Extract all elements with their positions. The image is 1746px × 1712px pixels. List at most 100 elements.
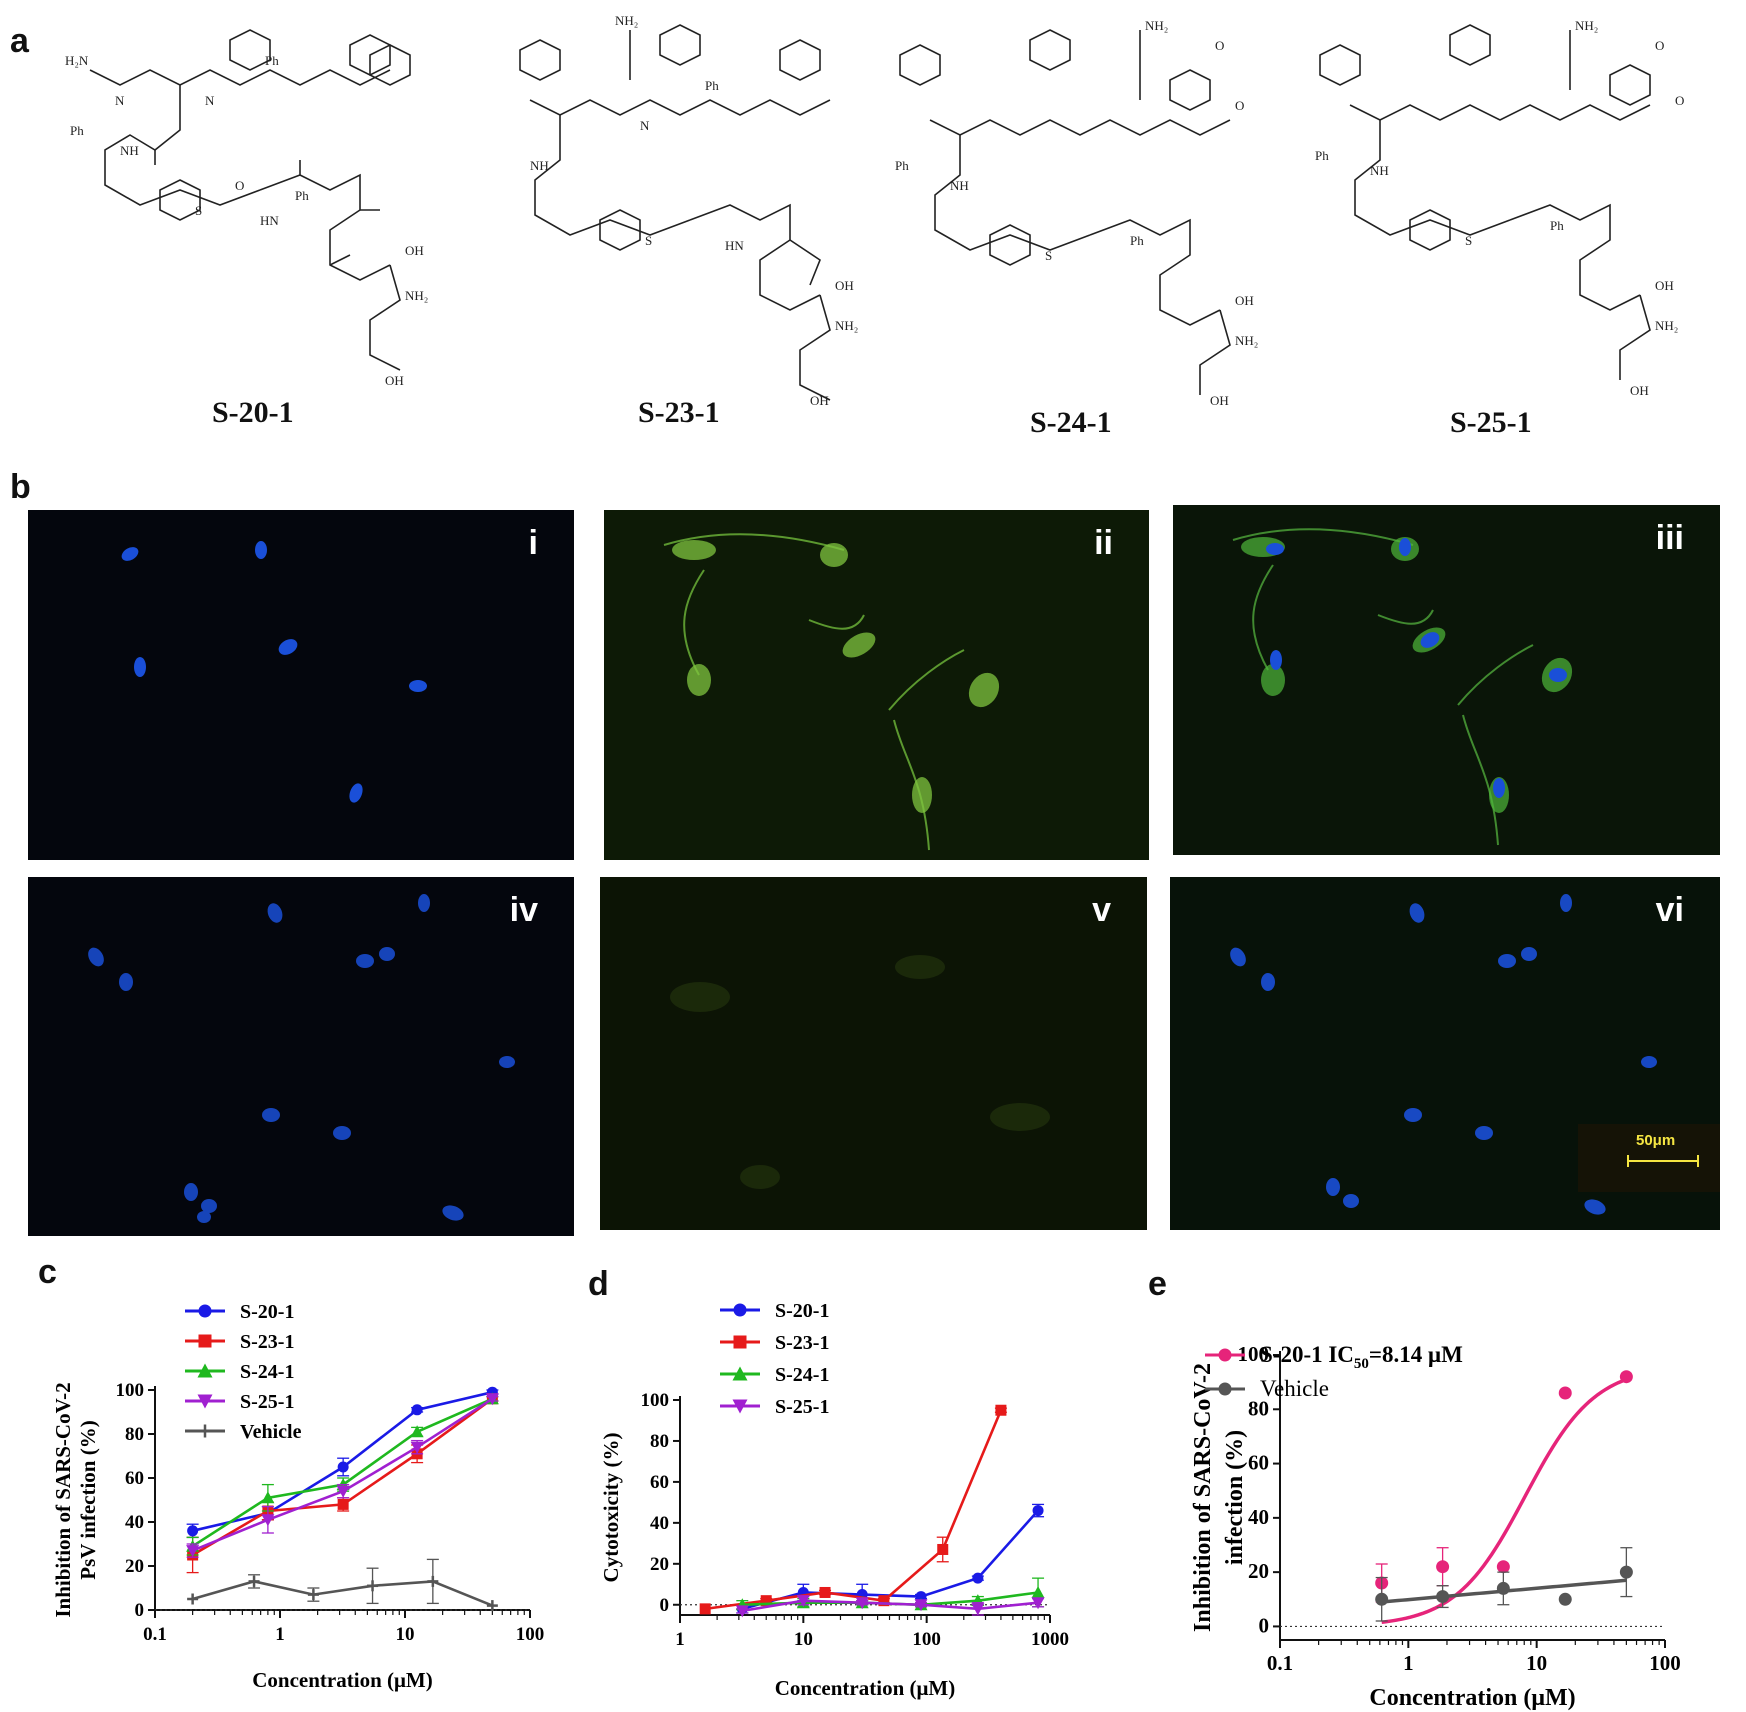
series-s-20-1: [186, 1386, 499, 1539]
y-axis-title: PsV infection (%): [76, 1420, 100, 1579]
micrograph-label-ii: ii: [1094, 524, 1113, 562]
atom-label: NH₂: [405, 288, 428, 303]
data-point: [1558, 1386, 1572, 1400]
x-axis-title: Concentration (μM): [775, 1676, 955, 1700]
data-point: [187, 1525, 199, 1537]
micrograph-v: v: [600, 877, 1147, 1230]
legend-marker: [1218, 1348, 1232, 1362]
x-tick-label: 10: [794, 1629, 813, 1650]
legend-label: S-20-1: [240, 1301, 294, 1323]
legend-label: S-25-1: [775, 1396, 829, 1418]
ic50-subscript: 50: [1354, 1356, 1369, 1372]
scale-bar-box: 50μm: [1578, 1124, 1720, 1192]
legend-label: S-24-1: [240, 1361, 294, 1383]
data-point: [1496, 1560, 1510, 1574]
atom-label: NH₂: [615, 13, 638, 28]
legend-marker: [733, 1335, 747, 1349]
structure-s-25-1: NH₂ O O Ph NH S Ph OH NH₂ OH: [1315, 18, 1684, 398]
y-axis-title: Inhibition of SARS-CoV-2: [1190, 1363, 1216, 1632]
x-tick-label: 10: [1526, 1651, 1547, 1675]
data-point: [410, 1441, 424, 1454]
y-tick-label: 0: [660, 1595, 670, 1616]
atom-label: NH: [120, 143, 139, 158]
y-tick-label: 20: [650, 1554, 669, 1575]
atom-label: O: [1215, 38, 1224, 53]
data-point: [855, 1597, 869, 1610]
data-point: [1496, 1581, 1510, 1595]
atom-label: S: [1465, 233, 1472, 248]
x-tick-label: 100: [516, 1624, 545, 1645]
legend-label: S-24-1: [775, 1364, 829, 1386]
structure-s-24-1: NH₂ O O Ph NH S Ph OH NH₂ OH: [895, 18, 1258, 408]
cells-layer: [663, 533, 1000, 851]
legend-marker: [197, 1394, 213, 1409]
data-point: [735, 1605, 749, 1618]
y-tick-label: 20: [1248, 1559, 1269, 1583]
atom-label: Ph: [70, 123, 84, 138]
data-point: [937, 1543, 949, 1555]
data-point: [878, 1595, 890, 1607]
x-tick-label: 0.1: [143, 1624, 167, 1645]
atom-label: NH₂: [1145, 18, 1168, 33]
ic50-value: =8.14 μM: [1369, 1342, 1463, 1367]
atom-label: NH: [530, 158, 549, 173]
atom-label: N: [640, 118, 650, 133]
nuclei-layer: [88, 894, 515, 1223]
micrograph-i: i: [28, 510, 574, 860]
x-tick-label: 0.1: [1267, 1651, 1293, 1675]
legend-item-s-24-1: S-24-1: [185, 1361, 294, 1383]
data-point: [972, 1572, 984, 1584]
legend-marker: [197, 1363, 213, 1378]
atom-label: H₂N: [65, 53, 89, 68]
legend-label: S-20-1: [775, 1300, 829, 1322]
data-point: [248, 1575, 260, 1587]
atom-label: NH: [950, 178, 969, 193]
atom-label: NH₂: [835, 318, 858, 333]
micrograph-vi: vi 50μm: [1170, 877, 1720, 1230]
merged-layer: [1232, 528, 1573, 846]
atom-label: OH: [1210, 393, 1229, 408]
atom-label: N: [205, 93, 215, 108]
atom-label: NH₂: [1575, 18, 1598, 33]
panel-letter-d: d: [588, 1265, 609, 1303]
legend-item-s-23-1: S-23-1: [720, 1332, 829, 1354]
x-tick-label: 1000: [1031, 1629, 1069, 1650]
chart-d: 0 20 40 60 80 100 1 10 100 1000 Concentration (μM)…: [599, 1300, 1069, 1700]
panel-letter-b: b: [10, 468, 31, 506]
data-point: [1032, 1505, 1044, 1517]
atom-label: S: [1045, 248, 1052, 263]
atom-label: O: [1655, 38, 1664, 53]
structure-s-20-1: H₂N N N Ph Ph NH S O Ph HN OH NH₂ OH: [65, 29, 428, 388]
atom-label: HN: [725, 238, 744, 253]
legend-marker: [733, 1303, 747, 1317]
atom-label: Ph: [705, 78, 719, 93]
y-tick-label: 80: [650, 1431, 669, 1452]
y-axis-title: Cytotoxicity (%): [599, 1433, 623, 1583]
x-axis-title: Concentration (μM): [1369, 1685, 1575, 1711]
data-point: [186, 1545, 200, 1558]
legend-item-vehicle: Vehicle: [185, 1421, 302, 1443]
compound-label-s-20-1: S-20-1: [212, 396, 294, 429]
y-tick-label: 20: [125, 1556, 144, 1577]
y-tick-label: 100: [116, 1380, 145, 1401]
nuclei-layer: [1230, 894, 1657, 1215]
x-axis-title: Concentration (μM): [252, 1668, 432, 1692]
atom-label: Ph: [1315, 148, 1329, 163]
scale-bar: [1627, 1155, 1699, 1167]
legend-label: Vehicle: [1260, 1376, 1329, 1401]
data-point: [307, 1589, 319, 1601]
data-point: [1375, 1592, 1389, 1606]
legend-label: S-25-1: [240, 1391, 294, 1413]
atom-label: O: [1235, 98, 1244, 113]
data-point: [1031, 1597, 1045, 1610]
y-tick-label: 80: [125, 1424, 144, 1445]
series-vehicle: [1375, 1547, 1633, 1622]
atom-label: HN: [260, 213, 279, 228]
atom-label: OH: [385, 373, 404, 388]
atom-label: S: [645, 233, 652, 248]
legend-marker: [732, 1366, 748, 1381]
faint-cells-layer: [670, 955, 1050, 1189]
data-point: [261, 1514, 275, 1527]
legend-label: S-23-1: [240, 1331, 294, 1353]
data-point: [337, 1498, 349, 1510]
